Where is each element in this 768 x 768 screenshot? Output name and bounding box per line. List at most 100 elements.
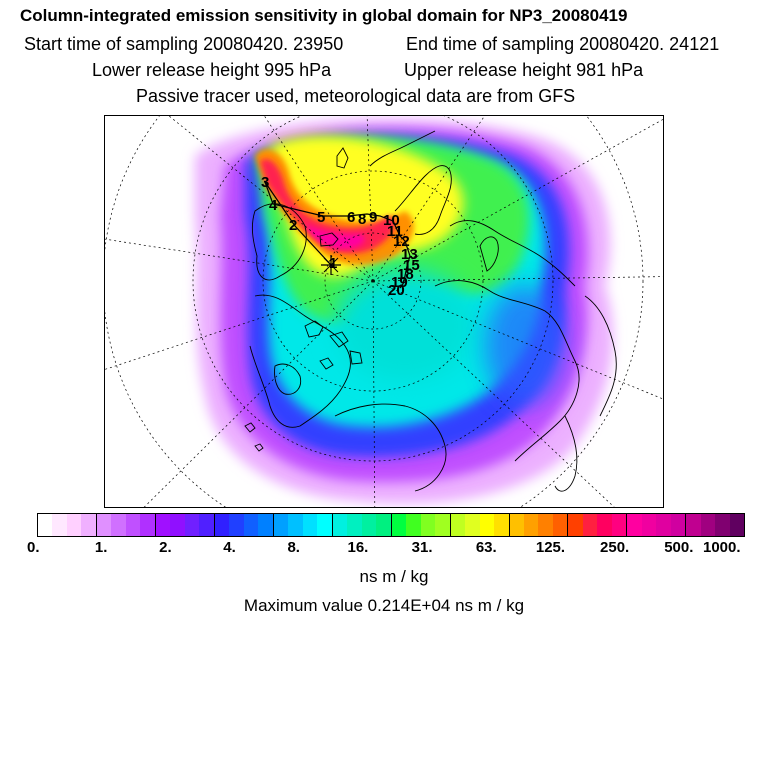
colorbar-cell — [111, 514, 126, 536]
colorbar-cell — [332, 514, 348, 536]
track-label-3: 3 — [261, 174, 269, 191]
coast-arctic-islands — [304, 320, 363, 370]
track-label-19: 19 — [391, 274, 408, 291]
colorbar-cell — [288, 514, 303, 536]
coast-hudson — [274, 363, 302, 395]
colorbar-cell — [568, 514, 583, 536]
colorbar-cell — [523, 514, 539, 536]
latitude-circle-2 — [262, 170, 484, 392]
track-label-5: 5 — [317, 209, 325, 226]
meridian-12 — [105, 238, 374, 282]
coast-iceland — [319, 232, 339, 247]
colorbar-cell — [670, 514, 687, 536]
meridian-5 — [372, 119, 663, 282]
plot-title: Column-integrated emission sensitivity i… — [20, 6, 628, 25]
colorbar-cell — [686, 514, 701, 536]
coast-europe — [369, 130, 436, 167]
end-time-label: End time of sampling 20080420. 24121 — [406, 34, 720, 54]
upper-release-label: Upper release height 981 hPa — [404, 60, 644, 80]
track-label-10: 10 — [383, 212, 400, 229]
colorbar-tick-label: 2. — [159, 539, 172, 556]
trajectory: 1 2 3 4 5 6 8 9 10 11 12 13 15 18 19 20 — [261, 174, 420, 299]
colorbar-tick-label: 125. — [535, 539, 566, 556]
colorbar-cell — [479, 514, 495, 536]
coast-novaya-zemlya — [479, 236, 499, 272]
coastlines — [244, 130, 617, 492]
coast-asia-east — [584, 295, 617, 417]
track-label-8: 8 — [358, 211, 366, 228]
colorbar-cell — [700, 514, 716, 536]
colorbar-cell — [273, 514, 289, 536]
track-label-11: 11 — [387, 223, 403, 240]
colorbar-tick-label: 63. — [475, 539, 497, 556]
colorbar-cell — [38, 514, 53, 536]
colorbar — [37, 513, 745, 537]
start-time-label: Start time of sampling 20080420. 23950 — [24, 34, 344, 54]
colorbar-cell — [302, 514, 318, 536]
coast-canada — [249, 294, 351, 428]
meridian-8 — [372, 280, 615, 507]
meridian-6 — [372, 276, 663, 282]
track-label-2: 2 — [289, 217, 297, 234]
coast-lakes — [244, 422, 264, 452]
colorbar-tick-label: 1000. — [703, 539, 741, 556]
latitude-circle-4 — [105, 116, 644, 507]
colorbar-cell — [509, 514, 524, 536]
colorbar-cell — [243, 514, 259, 536]
colorbar-cell — [140, 514, 156, 536]
coast-uk — [336, 147, 349, 169]
track-label-15: 15 — [403, 257, 420, 274]
colorbar-cell — [552, 514, 569, 536]
colorbar-cell — [406, 514, 421, 536]
colorbar-tick-label: 0. — [27, 539, 40, 556]
colorbar-tick-label: 1. — [94, 539, 108, 556]
colorbar-tick-label: 16. — [347, 539, 369, 556]
colorbar-cell — [729, 514, 745, 536]
colorbar-cell — [582, 514, 598, 536]
lower-release-label: Lower release height 995 hPa — [92, 60, 332, 80]
colorbar-cell — [391, 514, 407, 536]
coast-siberia — [434, 280, 580, 462]
coast-alaska — [334, 403, 447, 492]
colorbar-cell — [597, 514, 612, 536]
track-label-12: 12 — [393, 233, 410, 250]
colorbar-cell — [317, 514, 333, 536]
colorbar-tick-label: 4. — [223, 539, 236, 556]
track-label-6: 6 — [347, 209, 355, 226]
colorbar-tick-label: 500. — [664, 539, 694, 556]
coast-russia-north — [449, 220, 576, 287]
track-label-13: 13 — [401, 246, 418, 263]
sensitivity-field — [195, 118, 614, 504]
latitude-circle-1 — [324, 232, 422, 330]
colorbar-cell — [376, 514, 392, 536]
colorbar-cell — [214, 514, 230, 536]
colorbar-cell — [170, 514, 185, 536]
coast-greenland — [251, 203, 307, 281]
graticule — [105, 116, 663, 507]
colorbar-cell — [184, 514, 200, 536]
colorbar-tick-label: 250. — [600, 539, 630, 556]
colorbar-cell — [52, 514, 67, 536]
colorbar-cell — [420, 514, 436, 536]
track-label-9: 9 — [369, 209, 377, 226]
colorbar-tick-label: 8. — [287, 539, 300, 556]
colorbar-unit: ns m / kg — [359, 567, 429, 586]
meridian-4 — [372, 116, 485, 282]
colorbar-cell — [715, 514, 730, 536]
colorbar-cell — [641, 514, 657, 536]
colorbar-cell — [199, 514, 215, 536]
colorbar-cell — [96, 514, 112, 536]
colorbar-cell — [538, 514, 553, 536]
coast-scandinavia — [394, 165, 452, 235]
colorbar-cell — [66, 514, 82, 536]
field-blue-east — [485, 286, 565, 406]
colorbar-cell — [611, 514, 628, 536]
colorbar-tick-label: 31. — [411, 539, 433, 556]
colorbar-cell — [656, 514, 671, 536]
track-label-4: 4 — [269, 197, 278, 214]
release-marker-d2 — [323, 257, 339, 273]
colorbar-cell — [435, 514, 451, 536]
meridian-10 — [143, 280, 374, 507]
tracer-note: Passive tracer used, meteorological data… — [136, 86, 576, 106]
colorbar-cell — [450, 514, 466, 536]
